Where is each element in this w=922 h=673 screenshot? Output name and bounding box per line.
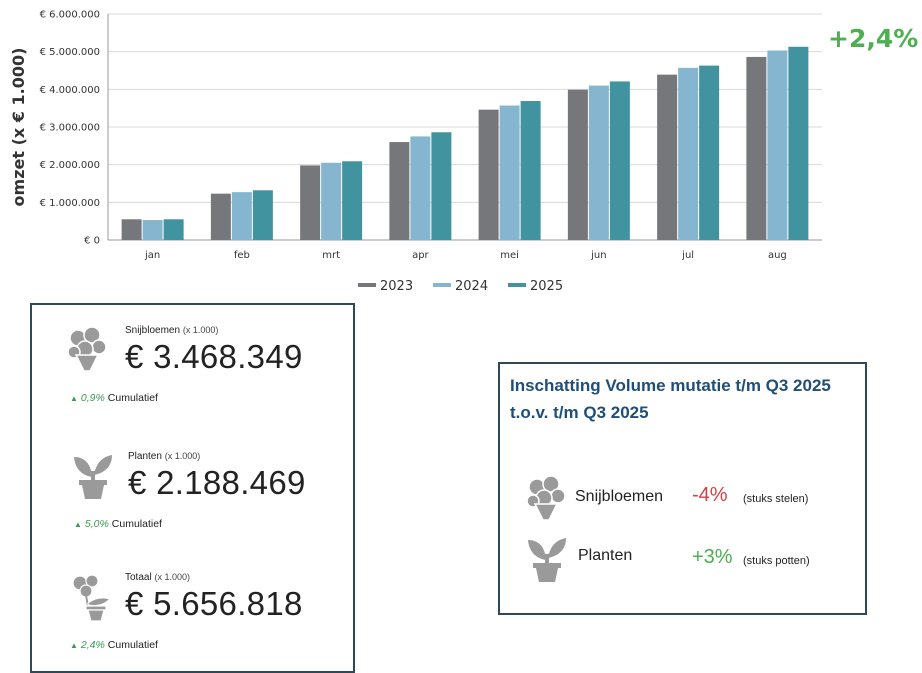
legend-swatch (358, 283, 376, 287)
kpi-panel: Snijbloemen (x 1.000) € 3.468.349 ▲ 0,9% … (30, 303, 355, 673)
flower-bouquet-icon (67, 326, 107, 372)
volume-panel: Inschatting Volume mutatie t/m Q3 2025 t… (498, 362, 867, 615)
kpi-pct: 5,0% (84, 518, 109, 530)
legend-label: 2025 (530, 279, 563, 294)
legend-label: 2023 (380, 279, 413, 294)
kpi-cum-label: Cumulatief (107, 639, 158, 651)
y-tick-label: € 1.000.000 (40, 198, 100, 209)
bar-2024-aug (767, 50, 788, 240)
kpi-unit: (x 1.000) (154, 572, 190, 582)
y-tick-label: € 6.000.000 (40, 10, 100, 21)
potted-plant-icon (74, 455, 112, 499)
legend-swatch (508, 283, 526, 287)
x-tick-label: apr (412, 250, 429, 261)
x-tick-label: jul (681, 250, 694, 261)
bar-2024-jan (142, 220, 163, 240)
legend-swatch (433, 283, 451, 287)
volume-pct: +3% (692, 546, 733, 568)
kpi-value: € 3.468.349 (125, 338, 303, 375)
sales-bar-chart: € 0 € 1.000.000 € 2.000.000 € 3.000.000 € 4.… (9, 10, 822, 294)
kpi-title: Totaal (125, 572, 152, 583)
volume-pct: -4% (692, 484, 728, 506)
bar-2024-apr (410, 136, 431, 240)
bar-2024-mei (499, 105, 520, 240)
y-tick-label: € 0 (84, 236, 100, 247)
volume-note: (stuks potten) (743, 555, 810, 567)
kpi-cum-label: Cumulatief (111, 518, 162, 530)
kpi-unit: (x 1.000) (164, 451, 201, 461)
volume-label: Snijbloemen (575, 488, 664, 505)
bar-2023-aug (746, 56, 767, 240)
bar-2023-jul (657, 74, 678, 240)
bar-2023-jan (121, 219, 142, 240)
y-axis-label: omzet (x € 1.000) (9, 48, 28, 207)
kpi-unit: (x 1.000) (182, 325, 219, 335)
bar-2023-mrt (300, 165, 321, 240)
kpi-value: € 5.656.818 (125, 585, 303, 622)
bar-2023-jun (567, 89, 588, 241)
bar-2024-feb (231, 192, 252, 240)
kpi-value: € 2.188.469 (128, 464, 306, 501)
up-arrow-icon: ▲ (70, 394, 78, 403)
y-tick-label: € 4.000.000 (40, 85, 100, 96)
bar-2024-jun (588, 85, 609, 240)
bar-2025-aug (788, 46, 809, 240)
growth-percentage: +2,4% (828, 24, 919, 53)
bar-2025-apr (431, 132, 452, 240)
bar-2025-jan (163, 219, 184, 240)
volume-title: Inschatting Volume mutatie t/m Q3 2025 t… (510, 376, 831, 422)
bar-2023-apr (389, 142, 410, 240)
bar-2023-mei (478, 109, 499, 240)
volume-note: (stuks stelen) (743, 493, 809, 505)
y-tick-label: € 2.000.000 (40, 160, 100, 171)
bar-2024-mrt (321, 162, 342, 240)
kpi-title: Snijbloemen (125, 325, 181, 336)
kpi-pct: 2,4% (80, 639, 105, 651)
flower-bouquet-icon (526, 475, 566, 521)
up-arrow-icon: ▲ (70, 641, 78, 650)
y-tick-label: € 5.000.000 (40, 47, 100, 58)
potted-plant-icon (528, 538, 566, 582)
bar-2025-jul (699, 65, 720, 240)
bar-2023-feb (210, 193, 231, 240)
x-tick-label: mrt (322, 250, 340, 261)
x-tick-label: aug (768, 250, 787, 261)
bar-2025-jun (609, 81, 630, 240)
up-arrow-icon: ▲ (74, 520, 82, 529)
kpi-pct: 0,9% (80, 392, 105, 404)
bar-2024-jul (678, 67, 699, 240)
flower-pot-icon (72, 574, 112, 622)
x-tick-label: feb (234, 250, 250, 261)
x-tick-label: jun (590, 250, 606, 261)
legend-label: 2024 (455, 279, 488, 294)
kpi-cum-label: Cumulatief (107, 392, 158, 404)
bar-2025-mei (520, 101, 541, 240)
x-tick-label: jan (144, 250, 160, 261)
bar-2025-feb (252, 190, 273, 240)
x-tick-label: mei (500, 250, 519, 261)
bar-2025-mrt (342, 161, 363, 240)
volume-label: Planten (578, 547, 633, 564)
kpi-title: Planten (128, 451, 162, 462)
y-tick-label: € 3.000.000 (40, 123, 100, 134)
